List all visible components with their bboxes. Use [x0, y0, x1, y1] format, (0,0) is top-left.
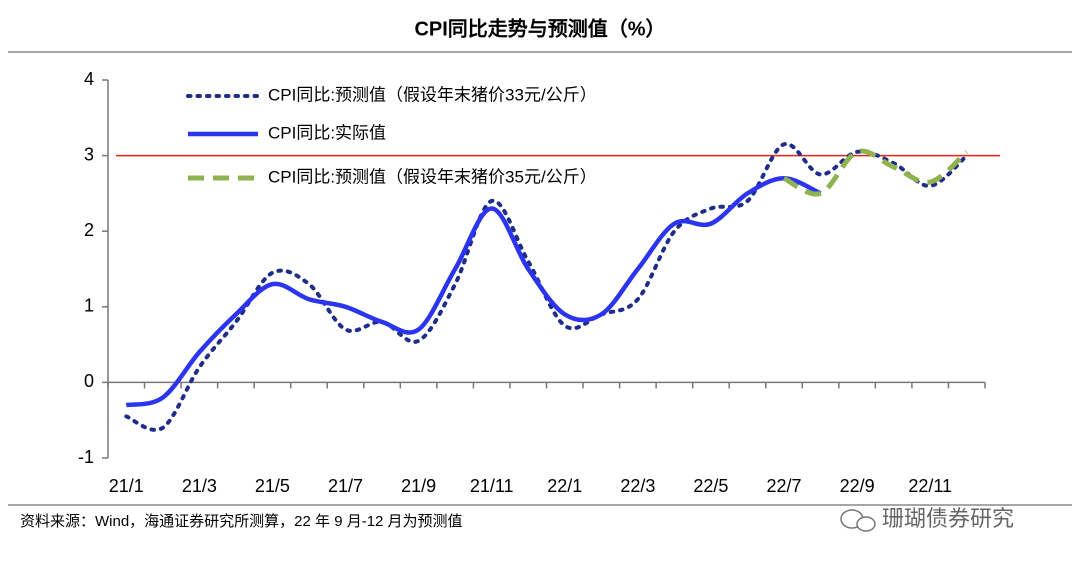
- x-tick-label: 22/5: [693, 476, 728, 496]
- x-tick-label: 22/11: [908, 476, 952, 496]
- watermark-icon: [840, 509, 876, 532]
- x-tick-label: 22/9: [840, 476, 875, 496]
- series-line: [782, 148, 969, 197]
- legend-label: CPI同比:预测值（假设年末猪价35元/公斤）: [268, 167, 597, 186]
- y-tick-label: 2: [84, 220, 94, 240]
- y-tick-label: 4: [84, 69, 94, 89]
- x-tick-label: 21/3: [182, 476, 217, 496]
- x-tick-label: 21/11: [470, 476, 514, 496]
- y-tick-label: -1: [78, 447, 94, 467]
- watermark: 珊瑚债券研究: [882, 506, 1014, 531]
- legend-label: CPI同比:实际值: [268, 123, 386, 142]
- x-tick-label: 22/3: [620, 476, 655, 496]
- legend-label: CPI同比:预测值（假设年末猪价33元/公斤）: [268, 85, 597, 104]
- x-tick-label: 22/7: [766, 476, 801, 496]
- y-tick-label: 1: [84, 296, 94, 316]
- chart-title: CPI同比走势与预测值（%）: [414, 16, 665, 40]
- x-tick-label: 22/1: [547, 476, 582, 496]
- y-tick-label: 3: [84, 144, 94, 164]
- y-tick-label: 0: [84, 371, 94, 391]
- x-tick-label: 21/7: [328, 476, 363, 496]
- x-tick-label: 21/9: [401, 476, 436, 496]
- series-line: [125, 176, 822, 408]
- x-tick-label: 21/1: [109, 476, 144, 496]
- x-tick-label: 21/5: [255, 476, 290, 496]
- source-note: 资料来源：Wind，海通证券研究所测算，22 年 9 月-12 月为预测值: [20, 512, 463, 530]
